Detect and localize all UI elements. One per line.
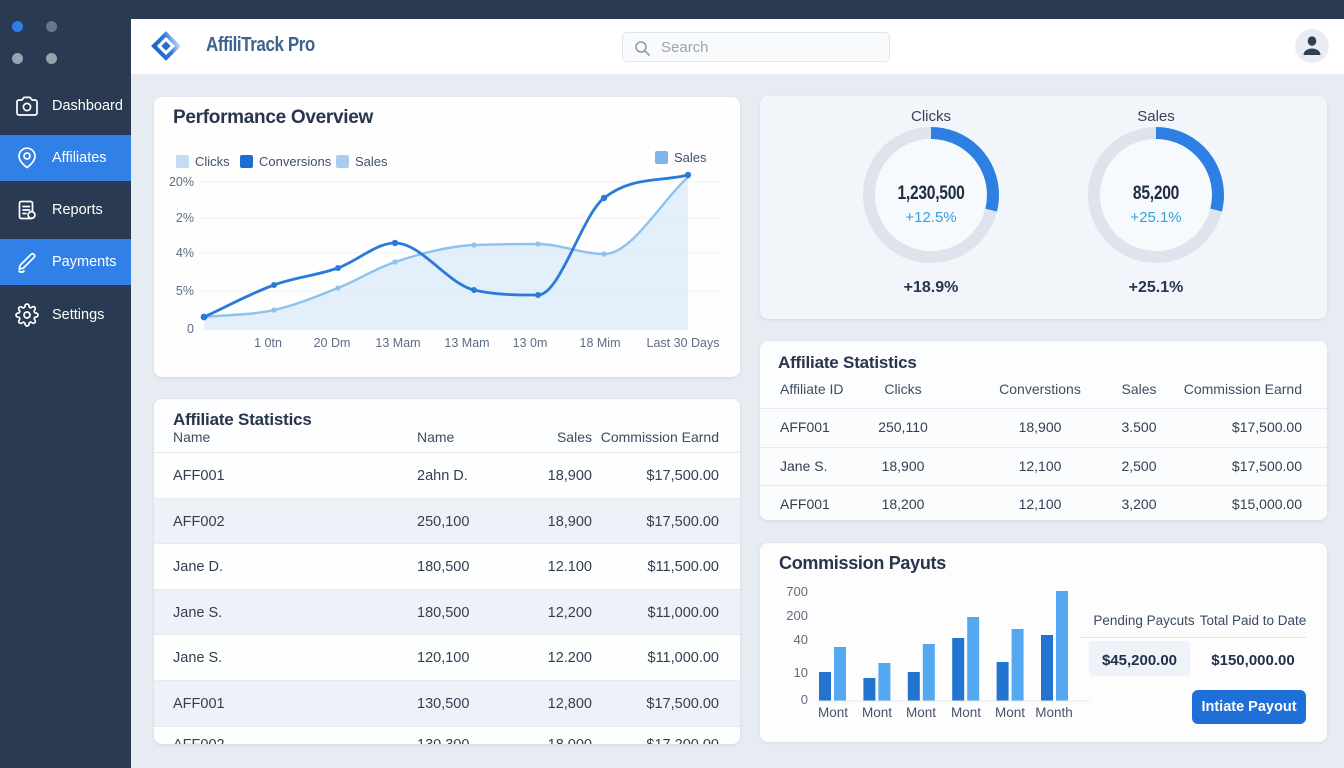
svg-text:0: 0 [801,692,808,707]
svg-text:Mont: Mont [818,705,848,720]
svg-text:13 Mam: 13 Mam [444,336,489,350]
svg-text:Month: Month [1035,705,1073,720]
svg-text:1 0tn: 1 0tn [254,336,282,350]
svg-text:13 Mam: 13 Mam [375,336,420,350]
svg-text:Mont: Mont [906,705,936,720]
svg-text:Last 30 Days: Last 30 Days [647,336,720,350]
svg-text:Mont: Mont [862,705,892,720]
svg-text:13 0m: 13 0m [513,336,548,350]
svg-text:20%: 20% [169,175,194,189]
svg-text:5%: 5% [176,284,194,298]
svg-text:40: 40 [794,632,808,647]
svg-text:700: 700 [786,584,808,599]
svg-text:0: 0 [187,322,194,336]
svg-text:18 Mim: 18 Mim [580,336,621,350]
svg-text:Mont: Mont [951,705,981,720]
svg-text:4%: 4% [176,246,194,260]
svg-text:20 Dm: 20 Dm [314,336,351,350]
svg-text:2%: 2% [176,211,194,225]
svg-text:10: 10 [794,665,808,680]
svg-text:Mont: Mont [995,705,1025,720]
svg-text:200: 200 [786,608,808,623]
